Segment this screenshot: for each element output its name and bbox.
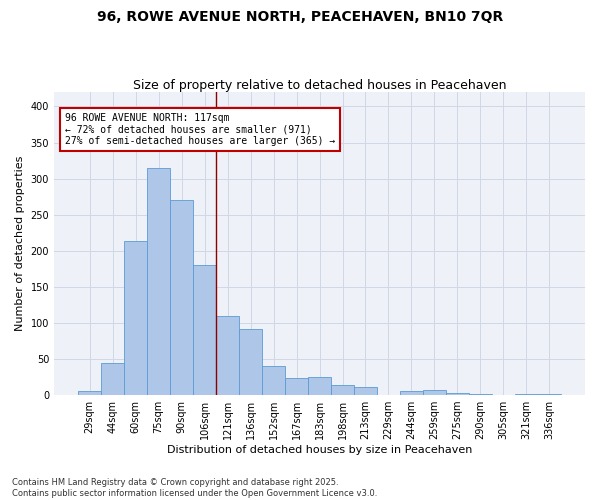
Bar xyxy=(400,391,423,395)
Bar xyxy=(423,390,446,395)
Bar xyxy=(262,366,285,395)
Text: 96 ROWE AVENUE NORTH: 117sqm
← 72% of detached houses are smaller (971)
27% of s: 96 ROWE AVENUE NORTH: 117sqm ← 72% of de… xyxy=(65,113,335,146)
Bar xyxy=(469,394,492,395)
Bar xyxy=(515,394,538,395)
Bar xyxy=(285,378,308,395)
Bar xyxy=(147,168,170,395)
Bar xyxy=(331,385,354,395)
Text: Contains HM Land Registry data © Crown copyright and database right 2025.
Contai: Contains HM Land Registry data © Crown c… xyxy=(12,478,377,498)
Text: 96, ROWE AVENUE NORTH, PEACEHAVEN, BN10 7QR: 96, ROWE AVENUE NORTH, PEACEHAVEN, BN10 … xyxy=(97,10,503,24)
Bar xyxy=(78,392,101,395)
Bar xyxy=(216,316,239,395)
Y-axis label: Number of detached properties: Number of detached properties xyxy=(15,156,25,331)
Bar xyxy=(538,394,561,395)
Bar xyxy=(239,330,262,395)
Title: Size of property relative to detached houses in Peacehaven: Size of property relative to detached ho… xyxy=(133,79,506,92)
Bar xyxy=(101,364,124,395)
Bar xyxy=(354,387,377,395)
Bar xyxy=(124,242,147,395)
X-axis label: Distribution of detached houses by size in Peacehaven: Distribution of detached houses by size … xyxy=(167,445,472,455)
Bar xyxy=(308,377,331,395)
Bar xyxy=(446,393,469,395)
Bar xyxy=(170,200,193,395)
Bar xyxy=(193,265,216,395)
